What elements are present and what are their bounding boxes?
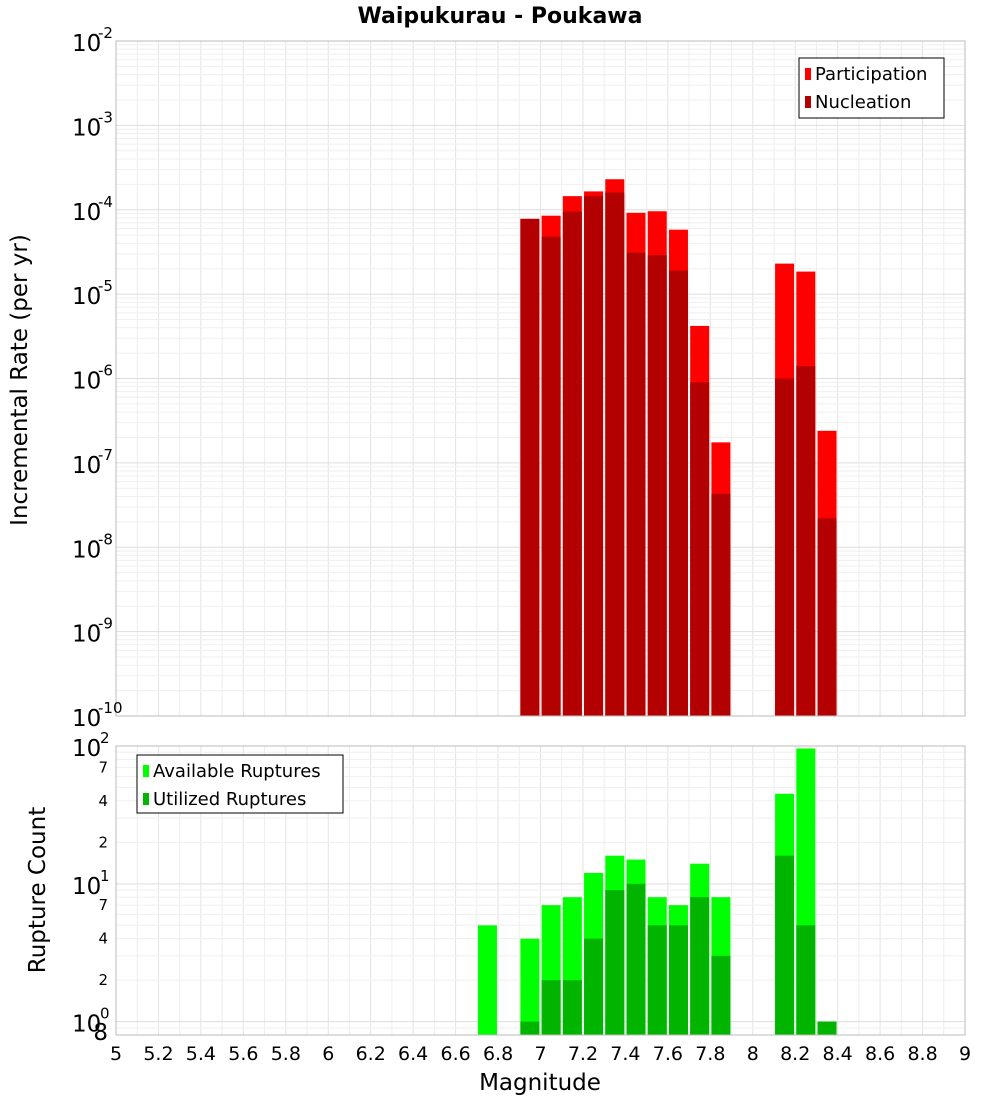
utilized-ruptures-bar [796, 925, 816, 1035]
y-tick-label: 10 [72, 369, 101, 395]
y-tick-exponent: 0 [100, 1005, 110, 1023]
nucleation-bar [626, 252, 646, 716]
legend-label: Participation [815, 64, 927, 85]
utilized-ruptures-bar [541, 980, 561, 1035]
plot-frame [115, 40, 966, 717]
y-tick-label: 10 [72, 31, 101, 57]
x-tick-label: 7 [534, 1043, 546, 1065]
x-tick-label: 7.6 [653, 1043, 683, 1065]
y-tick-label: 10 [72, 1012, 101, 1038]
chart-title: Waipukurau - Poukawa [358, 4, 643, 29]
utilized-ruptures-bar [605, 890, 625, 1035]
nucleation-bar [796, 366, 816, 716]
nucleation-bar [817, 518, 837, 716]
y-tick-label: 10 [72, 453, 101, 479]
x-tick-label: 7.8 [695, 1043, 725, 1065]
y-tick-exponent: -8 [98, 530, 113, 548]
utilized-ruptures-bar [562, 980, 582, 1035]
y-tick-exponent: -5 [98, 277, 113, 295]
y-tick-label: 10 [72, 115, 101, 141]
x-tick-label: 5.2 [143, 1043, 173, 1065]
y-tick-label: 10 [72, 200, 101, 226]
y-minor-tick-label: 4 [98, 792, 108, 810]
utilized-ruptures-bar [520, 1021, 540, 1035]
y-tick-label: 10 [72, 706, 101, 732]
nucleation-bar [584, 196, 604, 716]
x-tick-label: 5 [110, 1043, 122, 1065]
y-tick-exponent: -4 [98, 193, 113, 211]
utilized-ruptures-bar [626, 883, 646, 1035]
y-tick-exponent: 1 [100, 867, 110, 885]
y-tick-label: 10 [72, 622, 101, 648]
x-tick-label: 8.8 [907, 1043, 937, 1065]
legend-swatch [805, 68, 811, 80]
x-tick-label: 7.4 [610, 1043, 640, 1065]
top-y-axis-label: Incremental Rate (per yr) [7, 234, 33, 526]
y-minor-tick-label: 4 [98, 930, 108, 948]
nucleation-bar [775, 378, 795, 716]
x-tick-label: 5.6 [228, 1043, 258, 1065]
legend-swatch [143, 765, 149, 777]
y-minor-tick-label: 7 [98, 896, 108, 914]
y-tick-exponent: 2 [100, 729, 110, 747]
nucleation-bar [520, 218, 540, 716]
x-tick-label: 6.6 [440, 1043, 470, 1065]
utilized-ruptures-bar [584, 938, 604, 1035]
y-minor-tick-label: 8 [93, 1020, 108, 1046]
y-tick-label: 10 [72, 284, 101, 310]
utilized-ruptures-bar [817, 1021, 837, 1035]
bottom-y-axis-label: Rupture Count [25, 807, 51, 973]
nucleation-bar [668, 270, 688, 716]
y-minor-tick-label: 2 [98, 971, 108, 989]
x-tick-label: 8 [747, 1043, 759, 1065]
y-tick-exponent: -10 [98, 699, 123, 717]
utilized-ruptures-bar [668, 925, 688, 1035]
available-ruptures-bar [520, 938, 540, 1035]
x-tick-label: 5.8 [271, 1043, 301, 1065]
y-tick-exponent: -6 [98, 362, 113, 380]
nucleation-bar [562, 211, 582, 716]
legend-label: Nucleation [815, 92, 911, 113]
x-axis-label: Magnitude [479, 1070, 601, 1096]
x-tick-label: 8.4 [823, 1043, 853, 1065]
legend-box [798, 57, 945, 119]
y-tick-exponent: -9 [98, 615, 113, 633]
legend-label: Utilized Ruptures [153, 789, 306, 810]
y-tick-label: 10 [72, 874, 101, 900]
x-tick-label: 8.6 [865, 1043, 895, 1065]
y-tick-exponent: -2 [98, 24, 113, 42]
utilized-ruptures-bar [711, 955, 731, 1035]
nucleation-bar [541, 236, 561, 716]
y-minor-tick-label: 7 [98, 758, 108, 776]
nucleation-bar [711, 493, 731, 716]
plot-frame [115, 745, 966, 1036]
x-tick-label: 8.2 [780, 1043, 810, 1065]
y-tick-exponent: -3 [98, 108, 113, 126]
available-ruptures-bar [477, 925, 497, 1035]
x-tick-label: 6 [322, 1043, 334, 1065]
legend-swatch [143, 793, 149, 805]
y-tick-label: 10 [72, 537, 101, 563]
y-tick-label: 10 [72, 736, 101, 762]
y-tick-exponent: -7 [98, 446, 113, 464]
legend-label: Available Ruptures [153, 761, 321, 782]
nucleation-bar [647, 255, 667, 716]
top-plot: 10-1010-910-810-710-610-510-410-310-2Par… [72, 24, 966, 732]
utilized-ruptures-bar [647, 925, 667, 1035]
x-tick-label: 6.8 [483, 1043, 513, 1065]
x-tick-label: 5.4 [186, 1043, 216, 1065]
legend-box [136, 754, 344, 814]
x-tick-label: 6.2 [356, 1043, 386, 1065]
legend-swatch [805, 96, 811, 108]
x-tick-label: 7.2 [568, 1043, 598, 1065]
utilized-ruptures-bar [775, 855, 795, 1035]
nucleation-bar [690, 382, 710, 716]
y-minor-tick-label: 2 [98, 833, 108, 851]
x-tick-label: 9 [959, 1043, 971, 1065]
x-tick-label: 6.4 [398, 1043, 428, 1065]
nucleation-bar [605, 192, 625, 717]
utilized-ruptures-bar [690, 897, 710, 1035]
